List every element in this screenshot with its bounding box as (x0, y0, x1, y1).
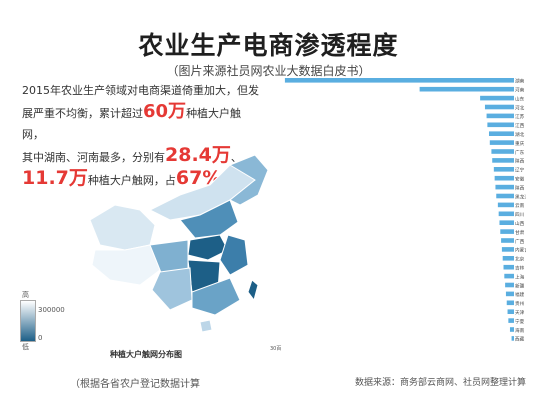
province-bar-chart: 湖南河南山东河北江苏江西湖北重庆广东陕西辽宁安徽陕西黑龙江云南四川山西甘肃广西内… (270, 78, 526, 352)
desc-line-1: 2015年农业生产领域对电商渠道倚重加大，但发 (22, 84, 259, 97)
bar-label-2: 山东 (515, 95, 525, 102)
desc-text: 、 (230, 151, 242, 164)
bar-label-21: 吉林 (515, 265, 525, 272)
bar-18 (501, 238, 514, 243)
bar-24 (505, 291, 514, 297)
bar-label-20: 北京 (515, 256, 525, 263)
legend-high: 高 (22, 291, 29, 299)
bar-label-4: 江苏 (515, 113, 525, 120)
bar-27 (508, 318, 514, 323)
bar-3 (484, 104, 514, 110)
highlight-percent: 67% (175, 167, 222, 189)
footer-source: 数据来源：商务部云商网、社员网整理计算 (355, 378, 527, 388)
bar-1 (419, 86, 514, 92)
bar-5 (487, 122, 514, 128)
map-region-north (179, 199, 239, 239)
bar-20 (502, 256, 514, 261)
legend-zero-value: 0 (38, 334, 43, 342)
bar-label-24: 福建 (515, 291, 525, 298)
bar-label-9: 陕西 (515, 158, 525, 165)
highlight-number: 28.4万 (165, 144, 231, 166)
bar-29 (511, 336, 514, 341)
map-region-south (191, 277, 241, 316)
bar-label-25: 贵州 (515, 300, 525, 307)
map-region-taiwan (247, 279, 259, 302)
bar-2 (480, 95, 514, 101)
bar-21 (503, 264, 514, 270)
description-block: 2015年农业生产领域对电商渠道倚重加大，但发 展严重不均衡，累计超过60万种植… (22, 80, 262, 191)
desc-line-3: 其中湖南、河南最多，分别有28.4万、 (22, 145, 262, 168)
highlight-number: 11.7万 (22, 167, 88, 189)
bar-label-28: 海南 (515, 327, 525, 334)
bar-label-12: 陕西 (515, 184, 525, 191)
bar-10 (493, 167, 514, 172)
bar-label-14: 云南 (515, 202, 525, 209)
desc-text: 种植大户触网，占 (87, 174, 176, 187)
map-region-southwest (151, 267, 193, 311)
legend-gradient (20, 300, 36, 342)
page-title: 农业生产电商渗透程度 (138, 31, 399, 60)
desc-text: 其中湖南、河南最多，分别有 (22, 151, 165, 164)
bar-6 (488, 131, 514, 136)
x-tick-label: 30百 (270, 346, 281, 352)
bar-4 (486, 113, 514, 119)
bar-label-16: 山西 (515, 220, 525, 227)
map-region-northeast (228, 154, 269, 206)
map-region-hainan (199, 319, 213, 333)
bar-label-27: 宁夏 (515, 318, 525, 325)
bar-label-26: 天津 (515, 309, 525, 316)
desc-line-4: 11.7万种植大户触网，占67% (22, 168, 262, 191)
bar-label-11: 安徽 (515, 176, 525, 183)
bar-0 (284, 78, 514, 83)
map-region-east (219, 234, 249, 276)
legend-low: 低 (22, 343, 29, 351)
bar-label-3: 河北 (515, 104, 525, 111)
desc-text: 种植大户触网， (22, 107, 242, 141)
footer-note: （根据各省农户登记数据计算 (70, 379, 200, 390)
desc-text: 展严重不均衡，累计超过 (22, 107, 143, 120)
bar-label-1: 河南 (515, 87, 525, 94)
bar-label-5: 江西 (515, 122, 525, 129)
chart-bars: 湖南河南山东河北江苏江西湖北重庆广东陕西辽宁安徽陕西黑龙江云南四川山西甘肃广西内… (284, 78, 526, 343)
map-caption: 种植大户触网分布图 (110, 350, 182, 359)
bar-22 (504, 273, 514, 279)
bar-17 (500, 229, 514, 234)
bar-28 (509, 327, 514, 332)
bar-16 (499, 220, 514, 225)
bar-26 (507, 309, 514, 314)
china-choropleth-map (89, 154, 269, 333)
bar-label-17: 甘肃 (515, 229, 525, 236)
highlight-number: 60万 (143, 101, 187, 122)
bar-8 (491, 149, 514, 154)
bar-15 (498, 211, 514, 217)
bar-9 (492, 158, 514, 163)
bar-label-7: 重庆 (515, 140, 525, 147)
bar-label-10: 辽宁 (515, 167, 525, 174)
bar-11 (494, 175, 514, 181)
bar-19 (501, 247, 514, 252)
bar-label-15: 四川 (515, 212, 525, 218)
bar-13 (496, 193, 514, 199)
bar-label-6: 湖北 (515, 131, 525, 138)
bar-label-23: 新疆 (515, 282, 525, 289)
bar-14 (497, 202, 514, 208)
bar-label-19: 内蒙古 (515, 247, 526, 254)
map-region-northwest (89, 204, 156, 251)
bar-label-0: 湖南 (515, 78, 525, 85)
bar-label-8: 广东 (515, 149, 525, 156)
map-region-tibet (91, 244, 161, 286)
bar-25 (506, 300, 514, 306)
desc-line-2: 展严重不均衡，累计超过60万种植大户触网， (22, 101, 262, 145)
bar-7 (489, 140, 514, 145)
bar-label-29: 西藏 (515, 336, 525, 343)
bar-23 (505, 282, 514, 288)
bar-12 (495, 184, 514, 190)
legend-max-value: 300000 (38, 306, 65, 314)
bar-label-13: 黑龙江 (515, 193, 526, 200)
bar-label-18: 广西 (515, 238, 525, 245)
page-subtitle: （图片来源社员网农业大数据白皮书） (166, 64, 371, 78)
bar-label-22: 上海 (515, 273, 525, 280)
map-legend: 高 300000 0 低 (20, 291, 90, 351)
